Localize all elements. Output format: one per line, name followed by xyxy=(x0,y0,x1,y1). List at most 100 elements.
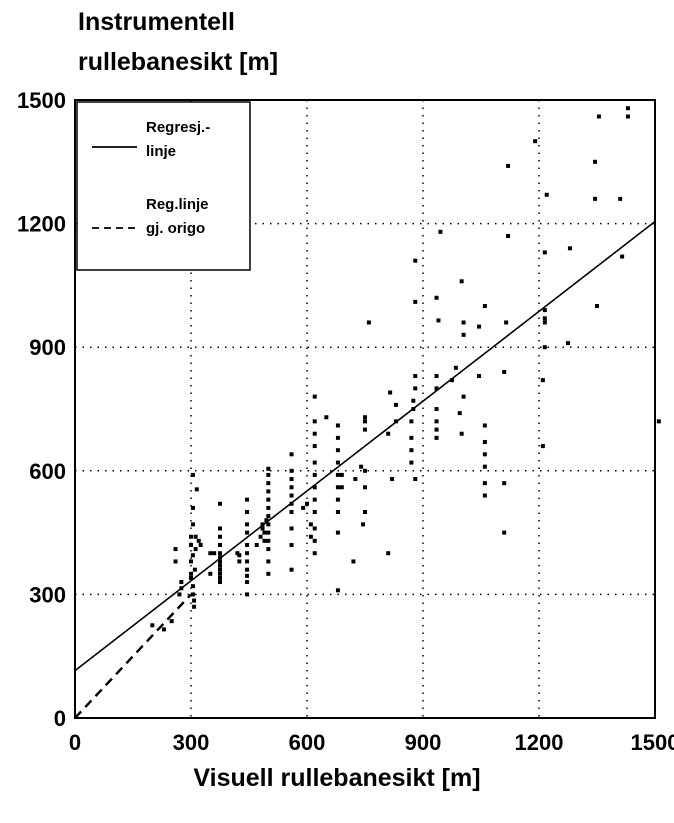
data-point xyxy=(260,522,265,527)
y-axis-label-line-2: rullebanesikt [m] xyxy=(78,48,279,76)
data-point xyxy=(450,378,454,383)
grid xyxy=(75,100,655,718)
data-point xyxy=(542,316,547,321)
regression-lines xyxy=(74,220,656,719)
y-tick-label: 1500 xyxy=(17,88,66,113)
data-point xyxy=(620,254,625,259)
data-point xyxy=(434,407,439,411)
origin-regression-line xyxy=(74,593,192,719)
data-point xyxy=(335,497,340,502)
data-point xyxy=(482,493,487,498)
data-point xyxy=(595,304,599,308)
data-point xyxy=(438,229,443,234)
data-point xyxy=(359,464,364,469)
data-point xyxy=(363,510,367,514)
data-point xyxy=(173,547,178,552)
data-point xyxy=(413,374,418,379)
data-point xyxy=(312,538,317,543)
data-point xyxy=(477,324,482,329)
data-point xyxy=(312,431,317,436)
data-point xyxy=(189,559,193,564)
data-point xyxy=(312,394,317,399)
data-point xyxy=(266,522,271,527)
data-point xyxy=(312,460,317,465)
legend-box xyxy=(76,101,251,271)
data-point xyxy=(312,485,317,490)
data-point xyxy=(335,588,340,593)
data-point xyxy=(235,551,240,556)
data-point xyxy=(208,551,213,556)
data-point xyxy=(434,374,439,379)
legend-label: Reg.linje xyxy=(146,196,209,213)
data-point xyxy=(237,559,242,564)
data-point xyxy=(596,114,601,119)
data-point xyxy=(390,477,395,482)
data-point xyxy=(335,423,340,428)
data-point xyxy=(504,320,509,325)
data-point xyxy=(409,419,414,424)
data-point xyxy=(190,553,195,558)
data-point xyxy=(245,573,250,578)
data-point xyxy=(237,553,242,558)
data-point xyxy=(312,444,317,449)
data-point xyxy=(324,415,329,420)
x-tick-label: 1200 xyxy=(515,730,564,755)
data-point xyxy=(353,477,358,482)
x-tick-label: 0 xyxy=(69,730,81,755)
data-point xyxy=(502,369,507,374)
data-point xyxy=(192,598,197,603)
data-point xyxy=(335,530,340,535)
data-point xyxy=(289,567,294,572)
data-point xyxy=(351,559,356,564)
data-point xyxy=(198,542,203,547)
data-point xyxy=(266,547,271,552)
data-point xyxy=(413,386,418,391)
data-point xyxy=(335,510,340,514)
data-point xyxy=(218,501,222,506)
data-point xyxy=(218,563,222,568)
data-point xyxy=(393,419,398,424)
data-point xyxy=(262,530,267,535)
data-point xyxy=(461,320,466,325)
data-point xyxy=(289,493,294,498)
data-point xyxy=(266,538,271,543)
legend: Regresj.- linje Reg.linje gj. origo xyxy=(76,101,251,271)
data-point xyxy=(245,592,250,597)
data-point xyxy=(482,464,487,469)
data-point xyxy=(312,510,317,514)
data-point xyxy=(218,526,222,531)
data-point xyxy=(482,304,487,308)
y-tick-label: 0 xyxy=(54,706,66,731)
data-point xyxy=(335,435,340,440)
data-point xyxy=(196,538,201,543)
data-point xyxy=(335,460,340,465)
data-point xyxy=(312,472,317,477)
data-point xyxy=(218,575,222,580)
data-points xyxy=(150,106,661,632)
data-point xyxy=(502,530,507,535)
data-point xyxy=(189,534,193,539)
data-point xyxy=(218,571,222,576)
x-axis-label: Visuell rullebanesikt [m] xyxy=(193,764,481,792)
data-point xyxy=(434,386,439,391)
tick-labels: 0 300 600 900 1200 1500 0 300 600 900 1200 1500 xyxy=(17,88,674,755)
data-point xyxy=(289,510,294,514)
data-point xyxy=(262,538,267,543)
data-point xyxy=(254,542,259,547)
data-point xyxy=(506,233,511,238)
data-point xyxy=(150,623,155,628)
data-point xyxy=(363,468,367,473)
data-point xyxy=(567,246,572,251)
data-point xyxy=(312,419,317,424)
legend-label: linje xyxy=(146,143,176,160)
data-point xyxy=(266,530,271,535)
data-point xyxy=(266,559,271,564)
data-point xyxy=(266,472,271,477)
x-tick-label: 1500 xyxy=(631,730,674,755)
data-point xyxy=(266,497,271,502)
data-point xyxy=(192,567,197,572)
data-point xyxy=(245,497,250,502)
data-point xyxy=(461,332,466,337)
data-point xyxy=(502,481,507,486)
